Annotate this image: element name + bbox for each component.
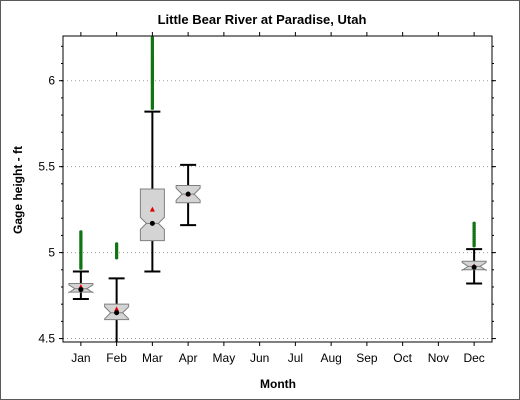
x-axis-label: Month bbox=[260, 377, 296, 391]
median-point bbox=[471, 264, 477, 270]
x-tick-label: Oct bbox=[393, 351, 412, 365]
x-tick-label: Nov bbox=[428, 351, 449, 365]
x-tick-label: May bbox=[213, 351, 236, 365]
median-point bbox=[149, 220, 155, 226]
x-tick-label: Apr bbox=[179, 351, 198, 365]
y-tick-label: 5 bbox=[48, 246, 55, 260]
box-dec bbox=[461, 221, 487, 285]
chart-title: Little Bear River at Paradise, Utah bbox=[158, 12, 367, 27]
y-tick-label: 6 bbox=[48, 74, 55, 88]
x-tick-label: Jul bbox=[288, 351, 303, 365]
x-tick-label: Aug bbox=[320, 351, 341, 365]
box-apr bbox=[175, 163, 201, 227]
mean-marker bbox=[149, 206, 155, 212]
box-layer bbox=[68, 36, 487, 342]
outlier-point bbox=[472, 221, 476, 226]
plot-area bbox=[62, 35, 493, 343]
box-feb bbox=[104, 242, 130, 342]
mean-marker bbox=[114, 306, 120, 312]
grid-layer bbox=[63, 80, 492, 340]
y-tick-label: 4.5 bbox=[38, 332, 55, 346]
x-tick-label: Dec bbox=[463, 351, 484, 365]
x-tick-label: Mar bbox=[142, 351, 163, 365]
x-tick-label: Jun bbox=[250, 351, 269, 365]
box-body bbox=[139, 188, 165, 242]
axes: 4.5 5 5.5 6 Jan Feb Mar Apr May Jun Jul Aug Sep Oct No… bbox=[38, 32, 496, 365]
y-tick-label: 5.5 bbox=[38, 160, 55, 174]
y-axis-label: Gage height - ft bbox=[11, 146, 25, 234]
box-mar bbox=[139, 36, 165, 273]
x-tick-label: Sep bbox=[356, 351, 378, 365]
median-point bbox=[185, 191, 191, 197]
outlier-point bbox=[114, 242, 119, 246]
outlier-point bbox=[79, 230, 83, 234]
box-jan bbox=[68, 230, 94, 301]
median-point bbox=[78, 287, 84, 293]
x-tick-label: Jan bbox=[71, 351, 90, 365]
outlier-point bbox=[150, 36, 155, 40]
x-tick-label: Feb bbox=[106, 351, 127, 365]
median-point bbox=[114, 310, 120, 316]
